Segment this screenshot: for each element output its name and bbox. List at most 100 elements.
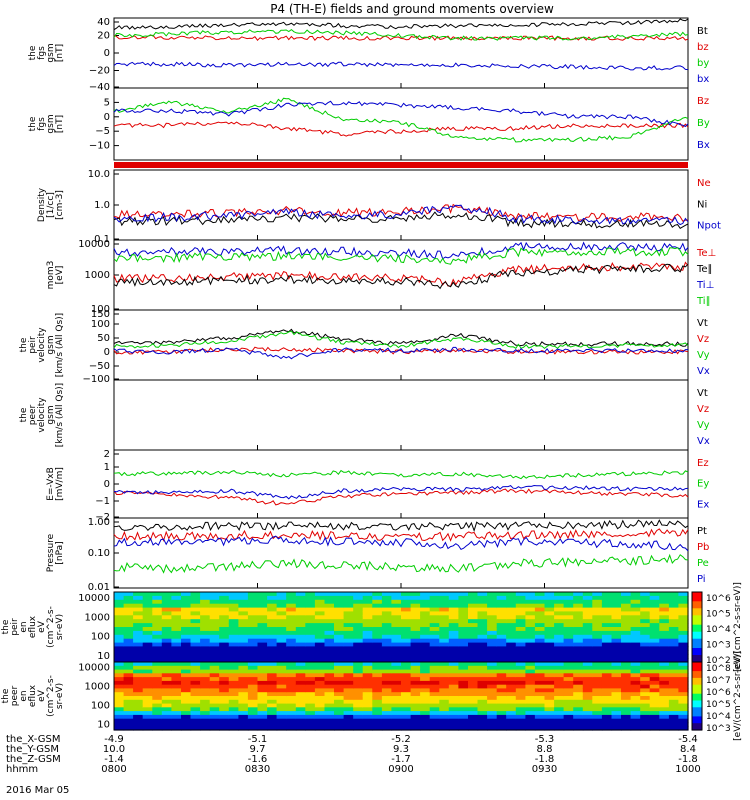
ephemeris-value: -4.9 [104,734,124,745]
spectrogram-cell [123,642,134,648]
spectrogram-cell [544,646,555,651]
spectrogram-cell [391,714,402,720]
spectrogram-cell [601,646,613,651]
spectrogram-cell [649,658,660,663]
spectrogram-cell [410,696,421,701]
spectrogram-cell [247,711,259,716]
legend-Vy: Vy [697,420,710,431]
spectrogram-cell [601,611,613,616]
spectrogram-cell [401,669,412,674]
spectrogram-cell [305,673,316,678]
ephemeris-value: 8.4 [680,744,696,755]
y-axis-label-line: gsm [46,405,56,424]
spectrogram-cell [496,718,507,724]
spectrogram-cell [343,630,354,636]
spectrogram-cell [410,646,421,651]
spectrogram-cell [200,665,211,671]
y-axis-label-line: Density [37,187,47,222]
spectrogram-cell [314,688,326,693]
spectrogram-cell [324,592,335,597]
spectrogram-cell [429,658,440,663]
spectrogram-cell [314,642,326,648]
spectrogram-cell [353,595,364,601]
y-tick-label: −40 [89,82,110,93]
spectrogram-cell [458,684,469,690]
spectrogram-cell [487,722,498,727]
colorbar-step [692,645,702,649]
spectrogram-cell [334,677,345,682]
spectrogram-cell [640,722,651,727]
spectrogram-cell [305,595,316,601]
spectrogram-cell [276,634,287,640]
spectrogram-cell [420,599,431,605]
spectrogram-cell [496,630,507,636]
spectrogram-cell [353,699,364,705]
spectrogram-cell [257,722,268,727]
legend-Te⊥: Te⊥ [696,248,716,259]
spectrogram-cell [181,692,192,697]
spectrogram-cell [506,665,517,671]
spectrogram-cell [611,642,622,648]
ephemeris-row-label: the_Y-GSM [6,744,59,755]
spectrogram-cell [525,650,536,655]
spectrogram-cell [190,619,201,624]
spectrogram-cell [506,684,517,690]
ephemeris-value: -5.1 [248,734,268,745]
spectrogram-cell [142,688,153,693]
spectrogram-cell [496,714,507,720]
spectrogram-cell [152,630,163,636]
spectrogram-cell [678,707,689,712]
spectrogram-cell [515,599,526,605]
spectrogram-cell [295,603,306,609]
colorbar-step [692,705,702,708]
colorbar-tick-label: 10^6 [706,688,731,698]
series-line-Vz [113,346,689,355]
spectrogram-cell [630,707,641,712]
spectrogram-cell [659,680,670,686]
spectrogram-cell [142,615,153,620]
spectrogram-cell [525,680,536,686]
spectrogram-cell [601,627,613,632]
spectrogram-cell [257,688,268,693]
spectrogram-cell [200,726,211,731]
spectrogram-cell [257,630,268,636]
spectrogram-cell [534,677,546,682]
spectrogram-cell [544,623,555,628]
spectrogram-cell [448,603,459,609]
spectrogram-cell [601,599,613,605]
spectrogram-cell [458,677,469,682]
spectrogram-cell [448,595,459,601]
spectrogram-cell [439,619,450,624]
spectrogram-cell [171,634,182,640]
spectrogram-cell [601,634,613,640]
spectrogram-cell [200,684,211,690]
spectrogram-cell [496,650,507,655]
spectrogram-cell [439,684,450,690]
spectrogram-cell [554,726,565,731]
spectrogram-cell [123,684,134,690]
spectrogram-cell [391,722,402,727]
spectrogram-cell [534,634,546,640]
spectrogram-cell [228,707,239,712]
spectrogram-cell [238,707,249,712]
spectrogram-cell [257,650,268,655]
spectrogram-cell [448,677,459,682]
spectrogram-cell [448,669,459,674]
spectrogram-cell [534,707,546,712]
spectrogram-cell [362,684,373,690]
spectrogram-cell [621,592,632,597]
spectrogram-cell [171,658,182,663]
spectrogram-cell [477,688,488,693]
spectrogram-cell [181,722,192,727]
spectrogram-cell [611,665,622,671]
spectrogram-cell [534,714,546,720]
spectrogram-cell [496,627,507,632]
spectrogram-cell [219,654,230,659]
spectrogram-cell [630,627,641,632]
spectrogram-cell [343,673,354,678]
series-line-By [113,97,689,143]
spectrogram-cell [401,673,412,678]
spectrogram-cell [190,688,201,693]
spectrogram-cell [267,599,278,605]
